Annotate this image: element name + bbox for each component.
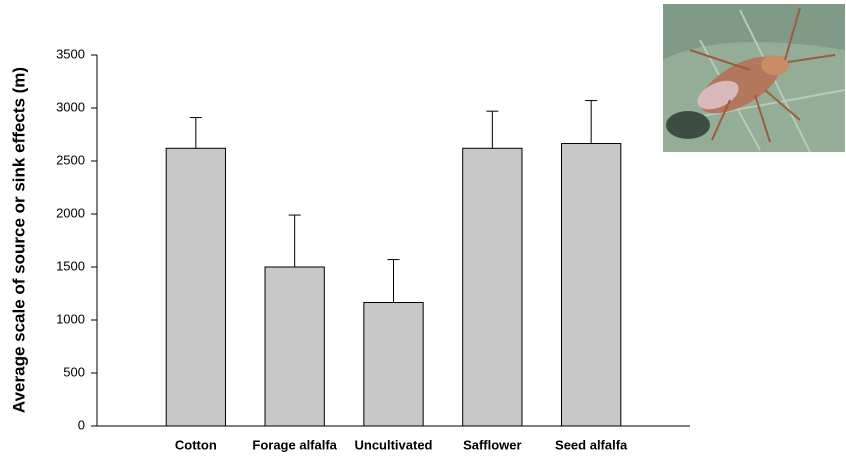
y-tick-label: 1000 [56,311,85,326]
x-tick-label: Uncultivated [354,437,432,452]
bar [562,144,621,426]
bar [265,267,324,426]
y-tick-label: 1500 [56,258,85,273]
x-tick-label: Cotton [175,437,217,452]
y-tick-label: 2000 [56,205,85,220]
bar [364,303,423,426]
x-tick-label: Forage alfalfa [252,437,337,452]
y-tick-label: 500 [63,364,85,379]
y-tick-label: 3000 [56,99,85,114]
insect-photo [663,4,845,152]
y-tick-label: 0 [78,417,85,432]
bar [463,148,522,426]
y-tick-label: 3500 [56,46,85,61]
y-tick-label: 2500 [56,152,85,167]
y-axis-title: Average scale of source or sink effects … [9,67,28,413]
bar [166,148,225,426]
x-tick-label: Safflower [463,437,522,452]
chart: Average scale of source or sink effects … [0,0,846,459]
x-tick-label: Seed alfalfa [555,437,628,452]
